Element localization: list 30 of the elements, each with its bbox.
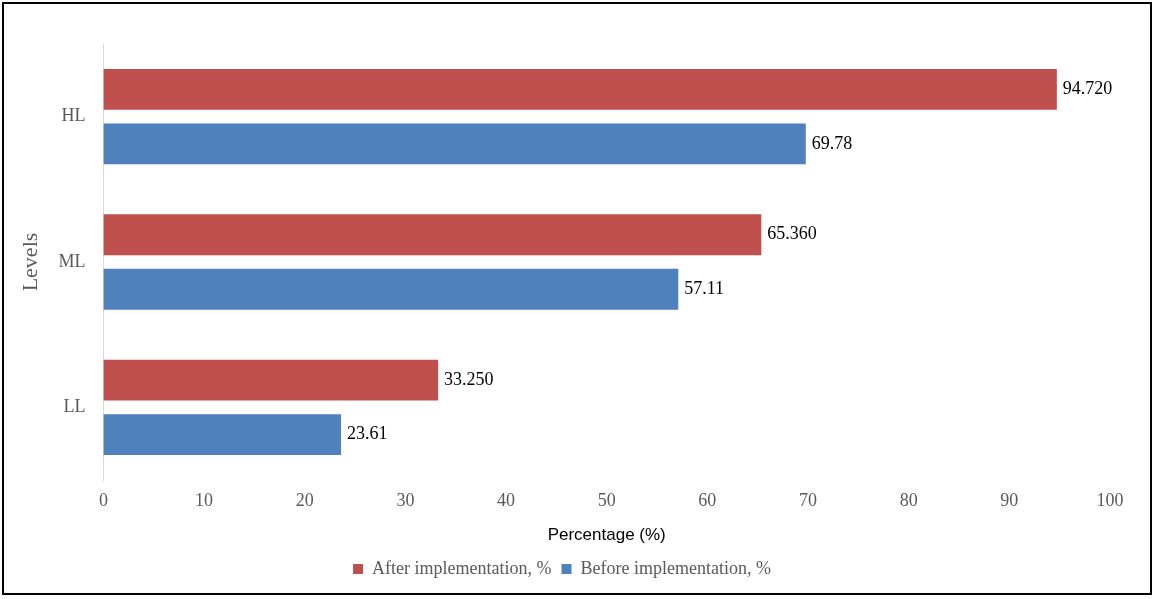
legend-label: After implementation, % <box>372 557 552 578</box>
data-label: 94.720 <box>1062 78 1113 99</box>
x-tick-label: 100 <box>1096 489 1124 510</box>
x-tick-label: 0 <box>98 489 108 510</box>
y-tick-label: ML <box>58 250 86 271</box>
x-tick-label: 50 <box>597 489 616 510</box>
y-tick-label: LL <box>63 396 86 417</box>
data-label: 33.250 <box>444 368 494 389</box>
data-label: 65.360 <box>767 223 817 244</box>
bar <box>103 268 679 310</box>
bar <box>103 414 342 456</box>
data-label: 23.61 <box>347 423 388 444</box>
y-axis-title: Levels <box>16 232 42 292</box>
y-tick-label: HL <box>61 105 86 126</box>
x-tick-label: 30 <box>396 489 415 510</box>
x-tick-label: 10 <box>195 489 214 510</box>
x-tick-label: 80 <box>899 489 918 510</box>
bar <box>103 68 1057 110</box>
data-label: 57.11 <box>684 277 725 298</box>
x-tick-label: 40 <box>497 489 516 510</box>
x-tick-label: 70 <box>799 489 818 510</box>
legend-label: Before implementation, % <box>580 557 771 578</box>
x-axis-title: Percentage (%) <box>547 525 666 545</box>
bar <box>103 214 762 256</box>
bar <box>103 359 439 401</box>
x-tick-label: 90 <box>1000 489 1019 510</box>
data-label: 69.78 <box>811 132 853 153</box>
bar <box>103 123 806 165</box>
x-tick-label: 60 <box>698 489 717 510</box>
x-tick-label: 20 <box>295 489 314 510</box>
